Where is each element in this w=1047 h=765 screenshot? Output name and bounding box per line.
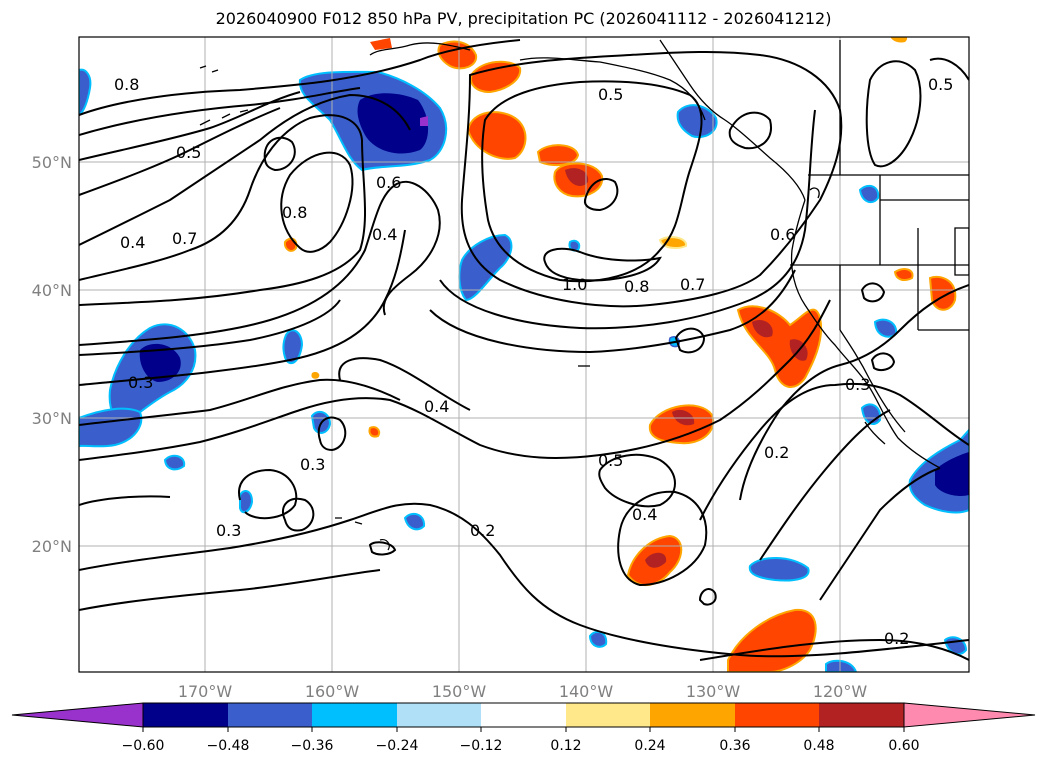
coastlines xyxy=(199,39,969,551)
colorbar-tick-label: 0.36 xyxy=(719,738,750,754)
colorbar-segment xyxy=(735,703,819,727)
colorbar-tick-label: 0.24 xyxy=(634,738,665,754)
lat-label-30n: 30°N xyxy=(32,409,72,428)
lat-label-40n: 40°N xyxy=(32,281,72,300)
lon-label-160w: 160°W xyxy=(305,682,360,701)
colorbar-segment xyxy=(228,703,312,727)
colorbar-segment xyxy=(819,703,904,727)
colorbar-tick-label: −0.36 xyxy=(291,738,334,754)
contour-label: 0.8 xyxy=(114,75,139,94)
colorbar-tick-label: −0.24 xyxy=(376,738,419,754)
lon-label-140w: 140°W xyxy=(559,682,614,701)
longitude-labels: 170°W 160°W 150°W 140°W 130°W 120°W xyxy=(178,682,868,701)
colorbar-segment xyxy=(650,703,735,727)
contour-label: 0.2 xyxy=(884,629,909,648)
contour-label: 0.4 xyxy=(372,225,397,244)
colorbar-tick-label: 0.12 xyxy=(550,738,581,754)
contour-label: 0.3 xyxy=(845,375,870,394)
contour-label: 0.3 xyxy=(216,521,241,540)
colorbar-segment xyxy=(312,703,397,727)
colorbar-segment xyxy=(143,703,228,727)
contour-label: 0.7 xyxy=(172,229,197,248)
contour-label: 0.6 xyxy=(770,225,795,244)
colorbar-tick-label: −0.48 xyxy=(207,738,250,754)
contour-label: 0.5 xyxy=(598,85,623,104)
colorbar-right-extension xyxy=(903,702,1036,728)
contour-label: 0.4 xyxy=(120,233,145,252)
contour-label: 0.5 xyxy=(176,143,201,162)
contour-label: 0.6 xyxy=(376,173,401,192)
contour-label: 0.5 xyxy=(598,451,623,470)
contour-label: 0.2 xyxy=(470,521,495,540)
colorbar-tick-label: −0.12 xyxy=(460,738,503,754)
contour-label: 0.3 xyxy=(300,455,325,474)
pv-contours xyxy=(79,39,969,661)
contour-label: 0.8 xyxy=(282,203,307,222)
latitude-labels: 50°N 40°N 30°N 20°N xyxy=(32,153,72,556)
map-plot-area xyxy=(79,37,969,672)
lat-label-20n: 20°N xyxy=(32,537,72,556)
lon-label-120w: 120°W xyxy=(813,682,868,701)
contour-label: 0.7 xyxy=(680,275,705,294)
contour-label: 0.5 xyxy=(928,75,953,94)
contour-label: 0.3 xyxy=(128,373,153,392)
colorbar-tick-label: 0.60 xyxy=(888,738,919,754)
colorbar-segment xyxy=(397,703,481,727)
contour-label: 0.4 xyxy=(632,505,657,524)
colorbar-left-extension xyxy=(11,702,144,728)
lon-label-170w: 170°W xyxy=(178,682,233,701)
lon-label-130w: 130°W xyxy=(686,682,741,701)
contour-label: 0.2 xyxy=(764,443,789,462)
colorbar-segment xyxy=(481,703,566,727)
contour-label: 0.4 xyxy=(424,397,449,416)
contour-label: 1.0 xyxy=(562,275,587,294)
colorbar-segment xyxy=(566,703,650,727)
map-title: 2026040900 F012 850 hPa PV, precipitatio… xyxy=(215,9,832,28)
colorbar: −0.60 −0.48 −0.36 −0.24 −0.12 0.12 0.24 … xyxy=(11,702,1036,754)
lon-label-150w: 150°W xyxy=(432,682,487,701)
colorbar-tick-label: 0.48 xyxy=(803,738,834,754)
contour-label: 0.8 xyxy=(624,277,649,296)
map-frame xyxy=(78,36,970,673)
colorbar-tick-label: −0.60 xyxy=(122,738,165,754)
lat-label-50n: 50°N xyxy=(32,153,72,172)
contour-labels: 0.8 0.5 0.4 0.7 0.8 0.6 0.4 1.0 0.8 0.7 … xyxy=(114,75,953,648)
